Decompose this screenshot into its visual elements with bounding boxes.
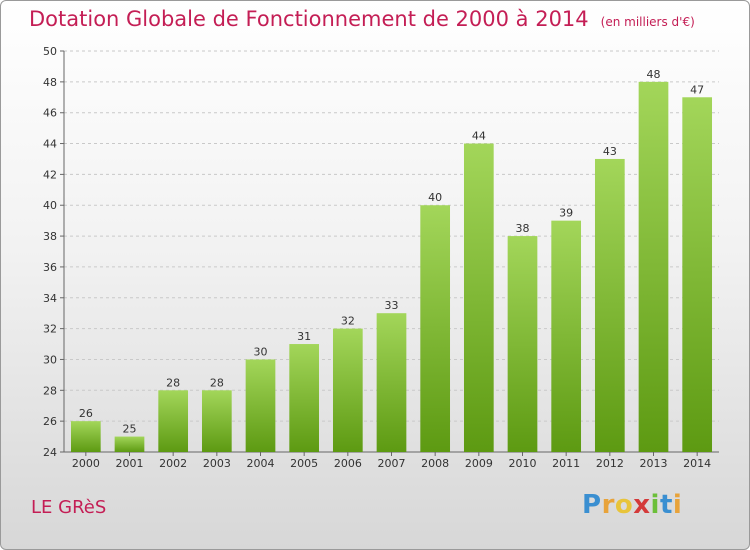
- y-tick-label: 28: [43, 384, 57, 397]
- bar-2010: [507, 236, 538, 452]
- x-tick-label-2011: 2011: [552, 457, 580, 470]
- y-tick-label: 34: [43, 292, 57, 305]
- value-label-2002: 28: [166, 376, 180, 389]
- y-tick-label: 38: [43, 230, 57, 243]
- y-tick-label: 32: [43, 323, 57, 336]
- commune-name: LE GRèS: [31, 497, 107, 518]
- logo-letter: i: [650, 490, 660, 520]
- x-tick-label-2001: 2001: [116, 457, 144, 470]
- value-label-2010: 38: [516, 222, 530, 235]
- y-tick-label: 42: [43, 168, 57, 181]
- bar-2000: [70, 421, 101, 452]
- x-tick-label-2010: 2010: [509, 457, 537, 470]
- y-tick-label: 24: [43, 446, 57, 459]
- x-tick-label-2000: 2000: [72, 457, 100, 470]
- value-label-2003: 28: [210, 376, 224, 389]
- bar-2013: [638, 81, 669, 452]
- y-tick-label: 36: [43, 261, 57, 274]
- logo-letter: P: [582, 490, 602, 520]
- value-label-2014: 47: [690, 83, 704, 96]
- chart-title-text: Dotation Globale de Fonctionnement de 20…: [29, 7, 589, 31]
- value-label-2013: 48: [647, 68, 661, 81]
- bar-2009: [463, 143, 494, 453]
- x-tick-label-2009: 2009: [465, 457, 493, 470]
- y-tick-label: 26: [43, 415, 57, 428]
- y-tick-label: 46: [43, 107, 57, 120]
- x-tick-label-2013: 2013: [640, 457, 668, 470]
- bar-2006: [332, 328, 363, 452]
- value-label-2005: 31: [297, 330, 311, 343]
- value-label-2001: 25: [123, 423, 137, 436]
- y-tick-label: 50: [43, 45, 57, 58]
- bar-2011: [551, 220, 582, 452]
- y-tick-label: 44: [43, 138, 57, 151]
- value-label-2009: 44: [472, 130, 486, 143]
- bar-2002: [158, 390, 189, 452]
- x-tick-label-2002: 2002: [159, 457, 187, 470]
- logo-letter: o: [614, 490, 634, 520]
- bar-2004: [245, 359, 276, 452]
- value-label-2012: 43: [603, 145, 617, 158]
- logo-letter: x: [633, 490, 651, 520]
- logo-letter: r: [601, 490, 615, 520]
- x-tick-label-2014: 2014: [683, 457, 711, 470]
- x-tick-label-2003: 2003: [203, 457, 231, 470]
- bar-2008: [420, 205, 451, 452]
- x-tick-label-2007: 2007: [378, 457, 406, 470]
- y-tick-label: 48: [43, 76, 57, 89]
- x-tick-label-2005: 2005: [290, 457, 318, 470]
- value-label-2007: 33: [385, 299, 399, 312]
- value-label-2004: 30: [254, 345, 268, 358]
- value-label-2008: 40: [428, 191, 442, 204]
- x-tick-label-2004: 2004: [247, 457, 275, 470]
- value-label-2006: 32: [341, 315, 355, 328]
- bar-2005: [289, 344, 320, 452]
- bar-2012: [594, 158, 625, 452]
- logo-letter: i: [672, 490, 683, 520]
- value-label-2011: 39: [559, 207, 573, 220]
- y-tick-label: 40: [43, 199, 57, 212]
- chart-unit-note: (en milliers d'€): [600, 15, 695, 29]
- value-label-2000: 26: [79, 407, 93, 420]
- x-tick-label-2006: 2006: [334, 457, 362, 470]
- bar-2003: [201, 390, 232, 452]
- chart-title: Dotation Globale de Fonctionnement de 20…: [29, 7, 695, 31]
- bar-2001: [114, 436, 145, 452]
- bar-2007: [376, 313, 407, 452]
- proxiti-logo: Proxiti: [582, 490, 682, 520]
- bar-2014: [682, 97, 713, 453]
- x-tick-label-2008: 2008: [421, 457, 449, 470]
- x-tick-label-2012: 2012: [596, 457, 624, 470]
- y-tick-label: 30: [43, 353, 57, 366]
- logo-letter: t: [659, 490, 673, 520]
